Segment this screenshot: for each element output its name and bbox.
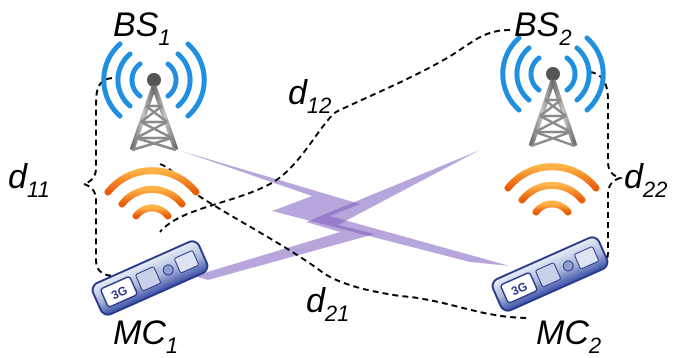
d12-label: d12 — [288, 74, 331, 117]
mc2-label-sub: 2 — [588, 333, 602, 358]
mc2-label-base: MC — [536, 314, 589, 352]
mc2-label: MC2 — [536, 314, 601, 357]
d22-label-sub: 22 — [642, 177, 668, 202]
mc1-label-sub: 1 — [165, 333, 179, 358]
bs1-label-base: BS — [113, 6, 159, 44]
bs1-label: BS1 — [113, 6, 171, 49]
bs2-tower-icon — [500, 35, 606, 148]
mc1-label-base: MC — [113, 314, 166, 352]
d21-label-sub: 21 — [324, 301, 350, 326]
interference-beam-bs2-to-mc1 — [194, 150, 480, 280]
mc1-signal-waves-icon — [104, 167, 200, 220]
d22-label: d22 — [624, 158, 667, 201]
distance-line-d21 — [159, 163, 531, 319]
mc1-usb-modem-icon: 3G — [91, 240, 209, 316]
svg-text:3G: 3G — [509, 279, 529, 298]
distance-line-d12 — [159, 29, 511, 233]
d11-label-base: d — [8, 158, 27, 196]
d21-label-base: d — [306, 282, 325, 320]
d21-label: d21 — [306, 282, 349, 325]
d11-label-sub: 11 — [26, 177, 50, 202]
mc1-label: MC1 — [113, 314, 178, 357]
distance-lines — [80, 29, 624, 319]
bs2-label-base: BS — [514, 6, 560, 44]
mc2-usb-modem-icon: 3G — [491, 236, 609, 312]
d12-label-sub: 12 — [306, 93, 332, 118]
distance-line-d22 — [585, 71, 624, 271]
svg-text:3G: 3G — [109, 283, 129, 302]
bs1-label-sub: 1 — [158, 25, 171, 50]
d12-label-base: d — [288, 74, 307, 112]
bs2-label-sub: 2 — [559, 25, 572, 50]
bs2-label: BS2 — [514, 6, 572, 49]
d22-label-base: d — [624, 158, 643, 196]
bs1-tower-icon — [101, 41, 207, 152]
interference-beams — [178, 150, 510, 280]
mc2-signal-waves-icon — [504, 163, 600, 216]
d11-label: d11 — [8, 158, 50, 201]
